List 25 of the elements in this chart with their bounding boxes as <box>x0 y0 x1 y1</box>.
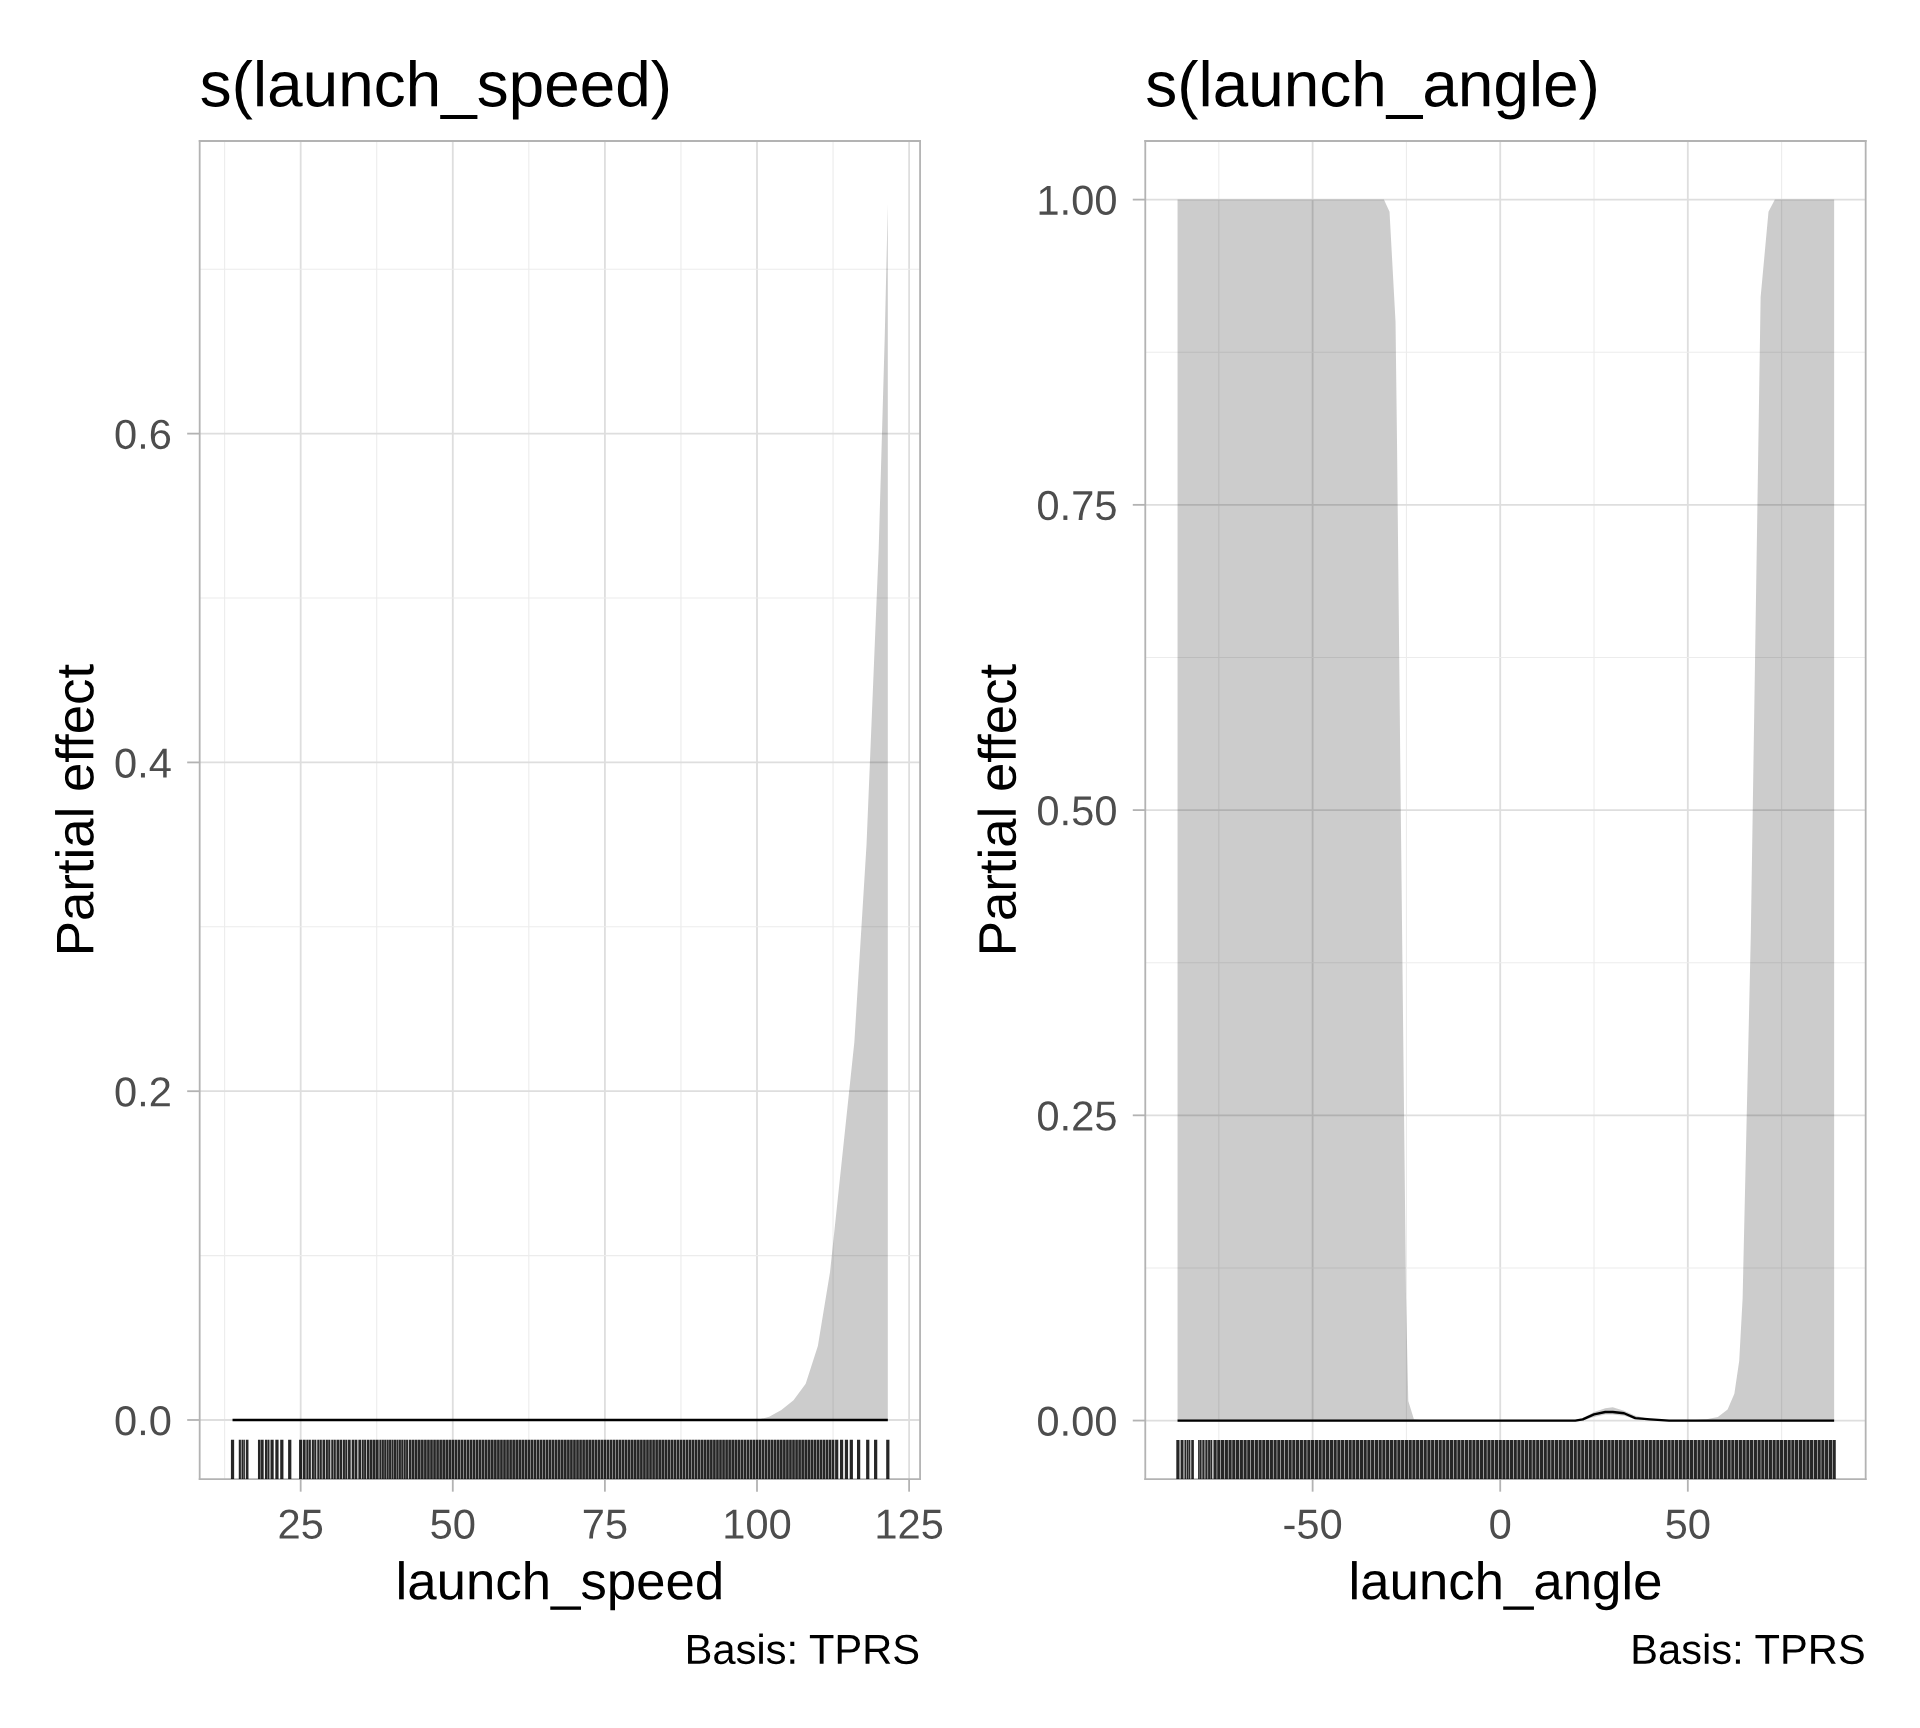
x-tick-label: 125 <box>877 1509 943 1539</box>
x-tick-label: 25 <box>279 1509 323 1539</box>
chart-title: s(launch_speed) <box>201 59 669 120</box>
y-tick-label: 0.4 <box>115 748 171 778</box>
y-tick-label: 0.2 <box>115 1077 170 1107</box>
y-tick-label: 0.0 <box>115 1405 171 1436</box>
y-tick-label: 0.00 <box>1038 1406 1116 1437</box>
x-tick-label: 100 <box>725 1509 791 1539</box>
chart-title: s(launch_angle) <box>1147 59 1596 120</box>
x-tick-label: 50 <box>431 1509 475 1539</box>
y-tick-label: 0.6 <box>115 419 171 450</box>
y-tick-label: 1.00 <box>1039 185 1116 216</box>
x-axis-title: launch_angle <box>1352 1561 1661 1611</box>
x-tick-label: 50 <box>1666 1509 1710 1539</box>
y-axis-title: Partial effect <box>977 664 1017 952</box>
x-tick-label: 0 <box>1490 1509 1511 1539</box>
x-axis-title: launch_speed <box>399 1561 721 1611</box>
y-tick-label: 0.25 <box>1038 1101 1116 1131</box>
y-tick-label: 0.75 <box>1038 490 1116 521</box>
x-tick-label: 75 <box>583 1509 627 1539</box>
text: Basis: TPRS <box>688 1633 919 1665</box>
text: Basis: TPRS <box>1633 1633 1864 1665</box>
y-axis-title: Partial effect <box>55 664 94 952</box>
y-tick-label: 0.50 <box>1038 796 1116 826</box>
x-tick-label: -50 <box>1284 1509 1342 1539</box>
